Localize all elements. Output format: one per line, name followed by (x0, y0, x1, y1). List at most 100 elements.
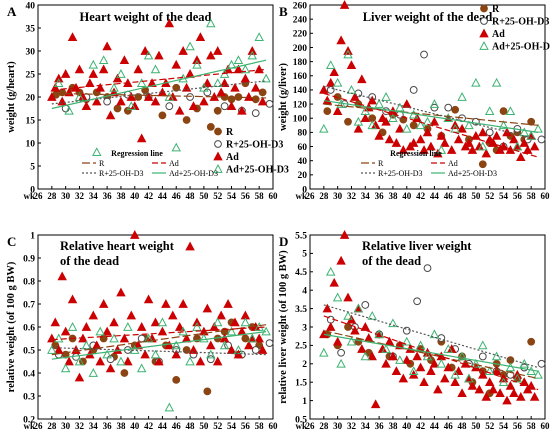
panel-a-point-r (113, 104, 122, 113)
panel-a-letter: A (7, 4, 17, 19)
panel-d-ytick-label: 3.5 (295, 305, 307, 315)
panel-c-point-ad-oh (116, 356, 126, 366)
panel-c-point-ad (247, 333, 258, 343)
panel-d-point-ad-oh (336, 358, 346, 368)
panel-a-xtick-label: 44 (158, 191, 168, 201)
panel-c-point-ad-oh (247, 333, 258, 343)
panel-c-point-ad (130, 230, 140, 239)
panel-d-point-r-oh (337, 348, 346, 357)
panel-b-point-ad (529, 141, 540, 151)
panel-a-regression-legend-label: R+25-OH-D3 (99, 169, 144, 178)
panel-d: 0.5 1 1.5 2 2.5 3 3.5 4 4.5 5 5.5 26 28 30 32 34 36 38 40 4… (278, 230, 550, 431)
panel-a-point-ad (244, 92, 254, 101)
panel-a-xtick-label: 32 (75, 191, 85, 201)
panel-b-title: Liver weight of the dead (363, 10, 493, 24)
panel-b-point-ad-oh (484, 106, 495, 115)
panel-b-point-ad (408, 138, 419, 147)
panel-d-xtick-label: 44 (430, 421, 440, 431)
panel-c-xtick-label: 30 (61, 421, 71, 431)
panel-d-point-ad (353, 303, 364, 313)
panel-d-ytick-label: 4.5 (295, 268, 307, 278)
panel-d-point-r-oh (361, 301, 370, 309)
panel-b-point-r (344, 117, 352, 126)
panel-a-point-r (258, 88, 267, 97)
panel-d-point-ad (457, 388, 467, 398)
panel-c-point-ad-oh (136, 363, 147, 373)
panel-a-point-r-oh (251, 109, 260, 117)
panel-c-point-ad-oh (81, 340, 92, 350)
panel-c-point-ad-oh (130, 345, 140, 354)
panel-b-point-ad (402, 99, 412, 108)
panel-b-xtick-label: 58 (527, 191, 537, 201)
panel-c-point-ad-oh (47, 345, 57, 354)
panel-c-point-ad (119, 333, 130, 343)
panel-a-point-ad (102, 41, 112, 51)
panel-a-point-ad-oh (116, 69, 126, 78)
panel-b-legend-marker-r-oh (480, 17, 488, 25)
panel-c-point-ad (126, 310, 137, 320)
panel-a-point-ad (226, 101, 237, 111)
panel-b-point-ad (346, 60, 357, 69)
panel-b-point-ad (436, 130, 447, 140)
panel-b-point-ad-oh (429, 99, 440, 108)
panel-b-point-ad-oh (381, 92, 391, 101)
panel-d-point-ad (495, 388, 505, 398)
panel-a-legend-marker-ad (213, 151, 223, 161)
panel-c-point-r (241, 334, 250, 343)
panel-a-xtick-label: 28 (47, 191, 57, 201)
panel-a-legend-marker-ad-oh (213, 164, 223, 173)
panel-a-legend-marker-r-oh (214, 140, 222, 148)
panel-a-point-ad (143, 92, 154, 101)
panel-c-point-ad-oh (233, 345, 244, 354)
panel-a-point-ad-oh (164, 92, 175, 101)
panel-a-xtick-label: 30 (61, 191, 71, 201)
panel-c-regression-r (51, 324, 267, 356)
panel-c-xtick-label: 56 (241, 421, 251, 431)
panel-c-point-ad (195, 356, 206, 366)
panel-d-xtick-label: 34 (361, 421, 371, 431)
panel-d-point-ad (360, 322, 371, 331)
panel-d-ytick-label: 2 (302, 360, 307, 370)
panel-b-letter: B (279, 4, 288, 19)
panel-c-point-ad (47, 333, 57, 343)
panel-a-point-ad (116, 96, 126, 106)
panel-d-point-ad (484, 377, 495, 387)
panel-a-point-ad (85, 78, 95, 88)
panel-a-ytick-label: 30 (26, 47, 36, 57)
panel-c-point-ad (109, 317, 119, 327)
panel-d-point-ad (415, 362, 426, 372)
panel-c-point-ad-oh (143, 333, 154, 343)
panel-b-xtick-label: 40 (402, 191, 412, 201)
panel-a-legend-marker-r (214, 127, 222, 136)
panel-b-point-ad (519, 138, 530, 147)
panel-a-point-ad (233, 64, 244, 74)
panel-b-point-ad-oh (478, 141, 488, 151)
panel-d-point-ad (429, 358, 440, 368)
panel-a-point-ad (133, 64, 143, 74)
panel-c-point-r-oh (206, 355, 215, 364)
panel-d-xtick-label: 46 (444, 421, 454, 431)
panel-d-point-ad (336, 255, 346, 265)
panel-a-point-ad (60, 69, 71, 78)
panel-c-point-ad (150, 317, 161, 327)
panel-c-ytick-label: 0.4 (23, 369, 35, 379)
panel-c-point-ad (95, 356, 105, 366)
panel-b-regression-ad (323, 92, 539, 158)
panel-b-point-ad-oh (367, 120, 377, 130)
panel-d-point-ad-oh (450, 369, 460, 379)
panel-d-point-ad-oh (408, 366, 419, 375)
panel-a-regression-r (51, 92, 267, 99)
panel-b-xtick-label: 30 (333, 191, 343, 201)
panel-c-xtick-label: 52 (213, 421, 223, 431)
panel-b-xtick-label: 52 (485, 191, 495, 201)
panel-a-xtick-label: 58 (255, 191, 265, 201)
panel-a-regression-legend-title: Regression line (111, 149, 163, 158)
panel-c-point-ad (206, 340, 216, 350)
panel-d-point-ad (481, 391, 491, 401)
panel-c-point-ad-oh (164, 402, 175, 412)
panel-c-point-ad-oh (171, 340, 181, 350)
panel-d-regression-r (323, 330, 539, 380)
panel-b-legend-marker-r (480, 4, 488, 13)
panel-b-point-ad (384, 134, 395, 144)
panel-d-point-ad-oh (436, 358, 447, 368)
